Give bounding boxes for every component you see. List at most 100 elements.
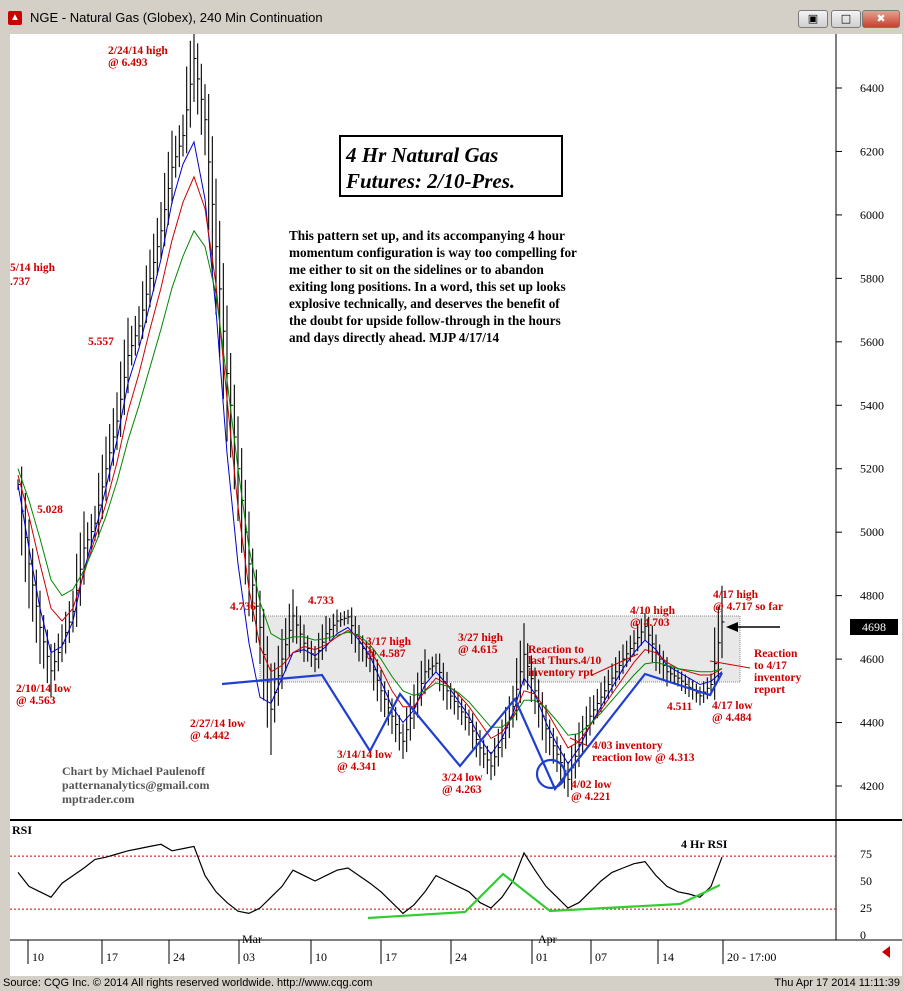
annotation: @ 4.221 <box>571 791 611 803</box>
window-titlebar: ▲ NGE - Natural Gas (Globex), 240 Min Co… <box>0 0 904 34</box>
price-bar <box>28 519 32 609</box>
price-bar <box>248 511 252 617</box>
window-title: NGE - Natural Gas (Globex), 240 Min Cont… <box>30 10 323 25</box>
price-bar <box>439 653 443 692</box>
price-bar <box>127 317 131 394</box>
price-bar <box>644 612 648 640</box>
price-bar <box>189 40 193 128</box>
y-tick-label: 4400 <box>860 716 884 730</box>
price-bar <box>659 644 663 674</box>
price-bar <box>530 655 534 702</box>
moving-average-line <box>17 175 723 749</box>
x-tick-label: 20 - 17:00 <box>727 950 776 964</box>
price-bar <box>717 606 721 679</box>
price-bar <box>523 623 527 686</box>
price-bar <box>384 681 388 718</box>
commentary-line: me either to sit on the sidelines or to … <box>289 262 545 277</box>
credit-line: mptrader.com <box>62 792 135 806</box>
price-bar <box>446 671 450 710</box>
price-bar <box>296 606 300 644</box>
y-tick-label: 5200 <box>860 462 884 476</box>
annotation: last Thurs.4/10 <box>528 655 602 667</box>
price-bar <box>670 665 674 683</box>
annotation: Reaction <box>754 648 798 660</box>
rsi-tick-label: 50 <box>860 874 872 888</box>
price-bar <box>164 172 168 247</box>
rsi-axis: 75 50 25 0 <box>860 847 872 942</box>
price-bar <box>79 532 83 606</box>
annotation: @ 4.615 <box>458 644 498 656</box>
x-tick-label: 07 <box>595 950 607 964</box>
price-bar <box>464 704 468 731</box>
annotation: 5/14 high <box>10 262 56 274</box>
chart-area[interactable]: 4 Hr Natural Gas Futures: 2/10-Pres. Thi… <box>10 15 902 976</box>
annotation: @ 4.587 <box>366 648 406 660</box>
moving-averages <box>17 140 723 765</box>
close-button[interactable]: ✖ <box>862 10 900 28</box>
annotation: reaction low @ 4.313 <box>592 752 695 764</box>
price-bar <box>637 624 641 652</box>
price-bar <box>32 548 36 622</box>
low-circle <box>535 758 567 790</box>
price-bar <box>325 615 329 652</box>
annotation: to 4/17 <box>754 660 787 672</box>
price-bar <box>519 640 523 703</box>
scroll-arrow-icon[interactable] <box>882 946 890 958</box>
price-bar <box>266 636 270 728</box>
chart-svg[interactable]: 4 Hr Natural Gas Futures: 2/10-Pres. Thi… <box>10 15 902 976</box>
price-bar <box>145 265 149 324</box>
price-bar <box>387 689 391 726</box>
price-bar <box>120 361 124 437</box>
price-bar <box>208 93 212 231</box>
price-bar <box>402 723 406 759</box>
restore-button[interactable]: ▣ <box>798 10 828 28</box>
price-bar <box>142 281 146 339</box>
price-bar <box>490 751 494 781</box>
commentary-line: This pattern set up, and its accompanyin… <box>289 228 565 243</box>
price-bar <box>186 66 190 154</box>
price-bar <box>391 698 395 734</box>
price-bar <box>424 649 428 695</box>
price-bar <box>431 656 435 676</box>
price-bar <box>68 601 72 644</box>
price-bar <box>230 352 234 458</box>
price-bar <box>468 709 472 736</box>
price-bar <box>219 220 223 357</box>
price-bar <box>721 585 725 659</box>
price-bar <box>472 713 476 749</box>
y-tick-label: 5600 <box>860 335 884 349</box>
price-bar <box>87 522 91 558</box>
price-bar <box>527 643 531 690</box>
annotation: 4.736 <box>230 601 256 613</box>
commentary-line: the doubt for upside follow-through in t… <box>289 313 561 328</box>
price-bar <box>314 646 318 673</box>
annotation: 4/17 high <box>713 589 759 601</box>
price-bar <box>285 618 289 672</box>
price-bar <box>420 660 424 706</box>
price-axis: 6400 6200 6000 5800 5600 5400 5200 5000 4800 4600… <box>836 81 884 793</box>
annotation: 2/24/14 high <box>108 45 168 57</box>
annotation: 4/02 low <box>571 779 612 791</box>
price-bar <box>57 633 61 672</box>
annotation: 4/17 low <box>712 700 753 712</box>
y-tick-label: 6400 <box>860 81 884 95</box>
y-tick-label: 4200 <box>860 779 884 793</box>
price-bar <box>288 603 292 657</box>
price-bar <box>340 612 344 627</box>
annotation: 2/10/14 low <box>16 683 72 695</box>
annotation: @ 4.703 <box>630 617 670 629</box>
annotation: @ 4.484 <box>712 712 752 724</box>
price-bar <box>175 135 179 178</box>
pointer-line <box>709 660 751 669</box>
time-axis: 10 17 24 03 10 17 24 01 07 14 20 - 17:00 <box>27 940 776 964</box>
price-bar <box>640 618 644 646</box>
pointer-line <box>591 653 639 676</box>
maximize-button[interactable]: □ <box>831 10 861 28</box>
x-tick-label: 03 <box>243 950 255 964</box>
price-bar <box>138 306 142 346</box>
price-bar <box>486 745 490 775</box>
annotation: 3/14/14 low <box>337 749 393 761</box>
price-bar <box>684 674 688 695</box>
rsi-label: 4 Hr RSI <box>681 837 728 851</box>
price-bar <box>299 615 303 653</box>
